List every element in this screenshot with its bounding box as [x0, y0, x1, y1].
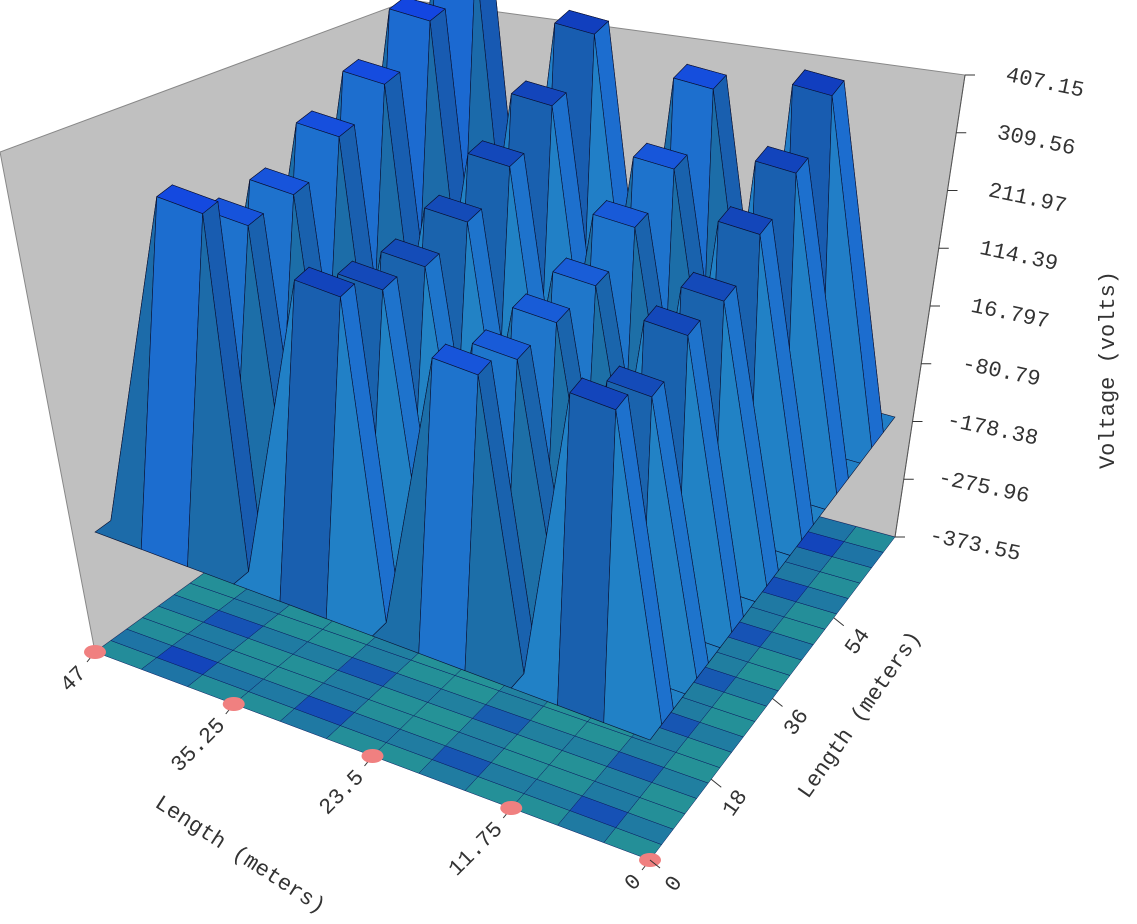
floor-marker [84, 645, 106, 659]
y-tick [772, 698, 783, 707]
surface [94, 0, 896, 741]
floor-marker [500, 801, 523, 815]
y-tick-label: 54 [840, 624, 876, 660]
x-tick-label: 11.75 [444, 817, 508, 881]
z-tick-label: -275.96 [936, 466, 1032, 510]
z-tick-label: 211.97 [986, 178, 1069, 219]
surface-patch [603, 409, 662, 741]
x-tick-label: 35.25 [166, 713, 230, 777]
x-tick-label: 0 [620, 869, 647, 896]
x-tick-label: 47 [56, 661, 92, 697]
x-tick-label: 23.5 [315, 765, 370, 820]
y-tick-label: 0 [660, 872, 688, 897]
z-tick-label: 407.15 [1004, 63, 1087, 104]
y-tick-label: 36 [779, 705, 815, 741]
x-axis-label: Length (meters) [150, 791, 330, 920]
y-tick [710, 778, 722, 788]
floor-marker [361, 749, 384, 763]
z-tick-label: -373.55 [927, 523, 1023, 567]
z-tick-label: -80.79 [960, 352, 1043, 393]
z-tick-label: 16.797 [969, 294, 1052, 335]
z-tick-label: -178.38 [945, 408, 1041, 452]
y-tick [649, 859, 661, 869]
y-tick-label: 18 [718, 785, 754, 821]
z-tick-label: 309.56 [995, 121, 1078, 162]
z-tick-label: 114.39 [977, 236, 1060, 277]
y-tick [833, 617, 845, 627]
floor-marker [222, 697, 245, 711]
z-axis-label: Voltage (volts) [1096, 271, 1121, 469]
